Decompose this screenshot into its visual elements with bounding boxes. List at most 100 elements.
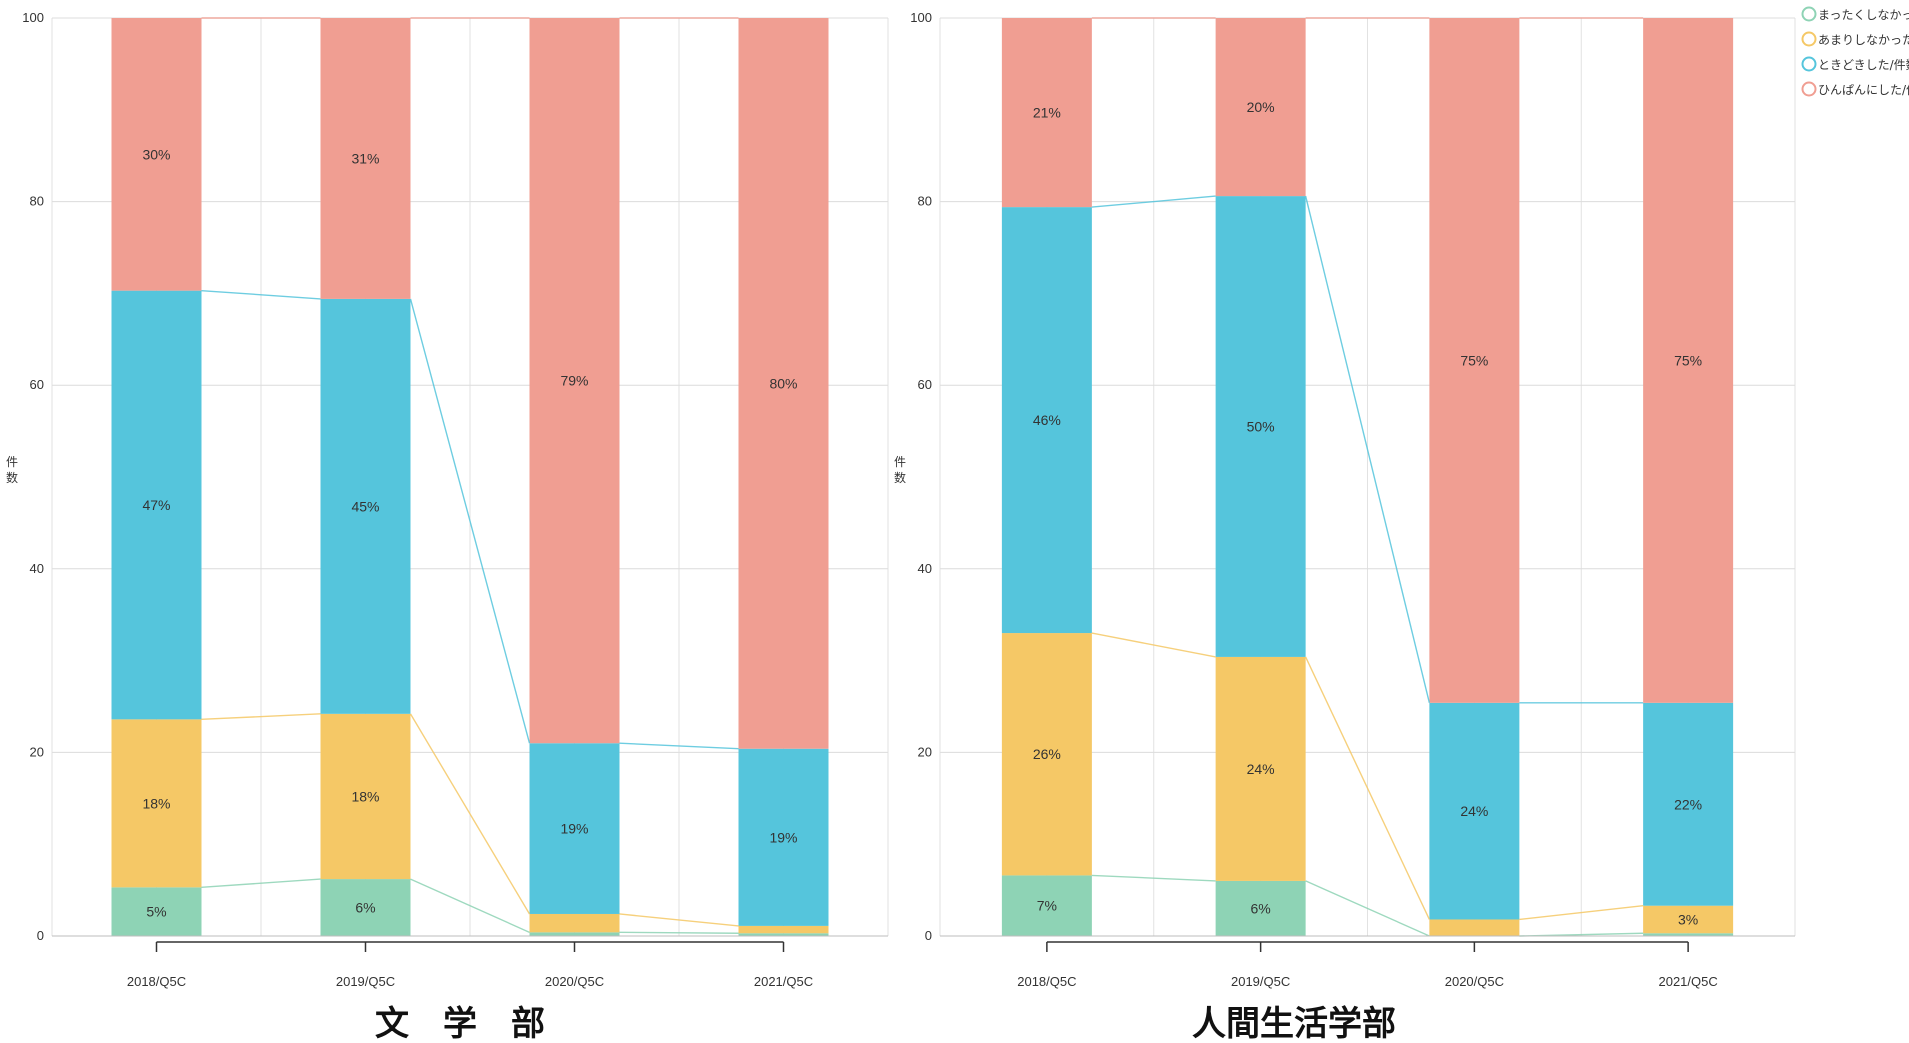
bar-segment[interactable] [320,879,411,936]
x-tick-label: 2020/Q5C [1445,974,1504,989]
data-label: 31% [351,150,379,166]
y-tick-label: 20 [918,744,932,759]
data-label: 3% [1678,911,1698,927]
legend-marker[interactable] [1801,81,1817,97]
x-tick-label: 2021/Q5C [1658,974,1717,989]
bar-segment[interactable] [1429,702,1520,920]
bar-segment[interactable] [111,719,202,888]
y-tick-label: 0 [925,928,932,943]
bar-segment[interactable] [1001,207,1092,634]
y-tick-label: 80 [918,194,932,209]
bar-segment[interactable] [1215,880,1306,936]
bar-segment[interactable] [1643,933,1734,936]
bar-segment[interactable] [1215,18,1306,197]
data-label: 24% [1247,761,1275,777]
chart-1: 0 20 40 60 80 100 件数 5% 6% 18% 18% 47% 45% 19% 19% 30% 3… [6,10,889,1043]
series-connector [619,913,739,927]
bar-segment[interactable] [1215,196,1306,657]
bar-segment[interactable] [529,743,620,914]
y-axis-label: 数 [894,470,906,485]
x-tick-label: 2018/Q5C [127,974,186,989]
chart-title: 文 学 部 [375,1004,545,1043]
data-label: 79% [560,373,588,389]
y-tick-label: 60 [918,377,932,392]
data-label: 24% [1460,803,1488,819]
data-label: 5% [146,904,166,920]
series-connector [1091,632,1216,658]
data-label: 46% [1033,412,1061,428]
legend: まったくしなかった/件数あまりしなかった/件数ときどきした/件数ひんぱんにした/… [1801,6,1909,97]
data-label: 47% [142,497,170,513]
legend-marker[interactable] [1801,56,1817,72]
data-label: 22% [1674,796,1702,812]
series-connector [410,878,530,933]
data-label: 6% [355,900,375,916]
bar-segment[interactable] [1001,633,1092,876]
legend-marker[interactable] [1801,6,1817,22]
series-connector [1091,195,1216,208]
bar-segment[interactable] [320,298,411,714]
y-tick-label: 40 [918,561,932,576]
bar-segment[interactable] [1001,875,1092,936]
data-label: 30% [142,146,170,162]
series-connector [409,298,531,744]
series-connector [1305,880,1430,937]
data-label: 80% [769,375,797,391]
bar-segment[interactable] [320,713,411,880]
series-connector [201,289,321,300]
data-label: 19% [560,821,588,837]
bar-segment[interactable] [1001,18,1092,208]
bar-segment[interactable] [1643,905,1734,934]
legend-marker[interactable] [1801,31,1817,47]
y-axis-label: 件 [894,455,906,469]
y-tick-label: 20 [30,744,44,759]
bar-segment[interactable] [738,933,829,936]
y-axis-label: 数 [6,470,18,485]
bar-segment[interactable] [738,748,829,926]
y-tick-label: 80 [30,194,44,209]
bar-segment[interactable] [111,887,202,936]
bar-segment[interactable] [1643,18,1734,703]
series-connector [619,931,739,934]
legend-item: ときどきした/件数 [1818,57,1909,72]
bar-segment[interactable] [1429,18,1520,703]
x-tick-label: 2019/Q5C [1231,974,1290,989]
legend-item: まったくしなかった/件数 [1818,7,1909,22]
data-label: 21% [1033,105,1061,121]
data-label: 7% [1037,898,1057,914]
x-tick-label: 2019/Q5C [336,974,395,989]
series-connector [619,742,739,750]
data-label: 45% [351,498,379,514]
bar-segment[interactable] [738,925,829,934]
y-tick-label: 100 [22,10,44,25]
y-axis-label: 件 [6,455,18,469]
bar-segment[interactable] [529,932,620,936]
legend-item: あまりしなかった/件数 [1818,32,1909,47]
data-label: 75% [1674,352,1702,368]
bar-segment[interactable] [529,18,620,744]
data-label: 50% [1247,419,1275,435]
series-connector [1304,195,1431,703]
bar-segment[interactable] [1215,656,1306,881]
bar-segment[interactable] [529,913,620,933]
bar-segment[interactable] [320,18,411,299]
bar-segment[interactable] [1429,919,1520,936]
data-label: 6% [1251,900,1271,916]
x-tick-label: 2018/Q5C [1017,974,1076,989]
x-tick-label: 2021/Q5C [754,974,813,989]
series-connector [1519,905,1644,921]
bar-segment[interactable] [1643,702,1734,906]
data-label: 20% [1247,99,1275,115]
y-tick-label: 0 [37,928,44,943]
x-tick-label: 2020/Q5C [545,974,604,989]
bar-segment[interactable] [738,18,829,749]
data-label: 75% [1460,352,1488,368]
bar-segment[interactable] [111,290,202,720]
bar-segment[interactable] [111,18,202,291]
series-connector [1304,656,1431,920]
series-connector [1091,874,1216,882]
data-label: 18% [142,795,170,811]
series-connector [201,713,321,721]
data-label: 18% [351,788,379,804]
